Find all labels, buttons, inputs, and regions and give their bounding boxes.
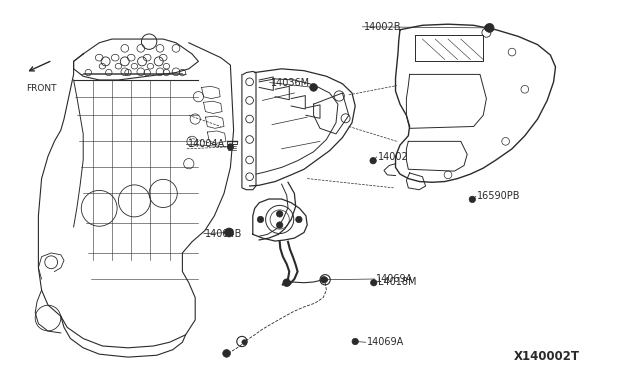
Circle shape: [296, 216, 302, 223]
Text: L4018M: L4018M: [378, 277, 416, 287]
Circle shape: [323, 277, 328, 282]
Text: FRONT: FRONT: [26, 84, 57, 93]
Circle shape: [223, 350, 230, 357]
Circle shape: [257, 216, 264, 223]
Text: X140002T: X140002T: [514, 350, 580, 363]
Circle shape: [371, 279, 377, 286]
Circle shape: [276, 222, 283, 228]
Circle shape: [283, 279, 291, 286]
Text: 14002: 14002: [378, 152, 408, 162]
Circle shape: [310, 84, 317, 91]
Text: 14069A: 14069A: [367, 337, 404, 347]
Text: 14036M: 14036M: [271, 78, 310, 87]
Circle shape: [227, 144, 234, 150]
Circle shape: [225, 229, 231, 236]
Circle shape: [352, 338, 358, 345]
Text: 14004A: 14004A: [188, 140, 225, 149]
Circle shape: [321, 276, 327, 283]
Circle shape: [484, 25, 491, 31]
Circle shape: [242, 340, 247, 345]
Circle shape: [310, 84, 317, 91]
Text: 14069A: 14069A: [376, 274, 413, 284]
Circle shape: [485, 23, 494, 32]
Text: 16590PB: 16590PB: [477, 192, 520, 201]
Circle shape: [225, 228, 234, 237]
Circle shape: [469, 196, 476, 203]
Text: 14002B: 14002B: [364, 22, 401, 32]
Circle shape: [276, 211, 283, 217]
Circle shape: [370, 157, 376, 164]
Text: 14004B: 14004B: [205, 229, 242, 238]
